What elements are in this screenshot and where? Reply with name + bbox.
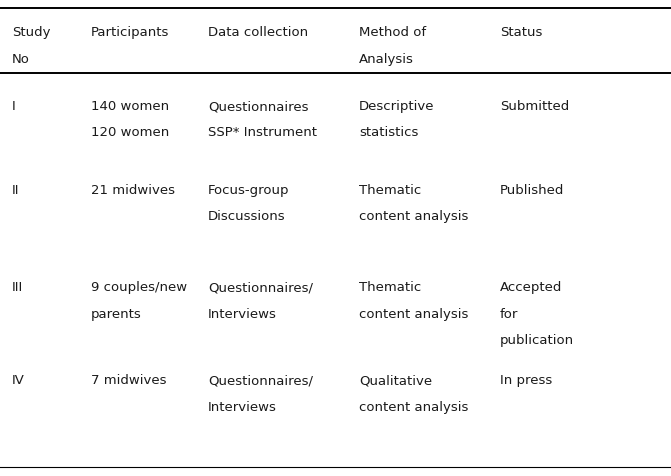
- Text: 120 women: 120 women: [91, 126, 169, 139]
- Text: II: II: [12, 183, 19, 196]
- Text: publication: publication: [500, 333, 574, 346]
- Text: Interviews: Interviews: [208, 307, 277, 320]
- Text: Descriptive: Descriptive: [359, 100, 435, 113]
- Text: 140 women: 140 women: [91, 100, 168, 113]
- Text: Study: Study: [12, 26, 50, 39]
- Text: Status: Status: [500, 26, 542, 39]
- Text: Focus-group: Focus-group: [208, 183, 289, 196]
- Text: for: for: [500, 307, 518, 320]
- Text: Method of: Method of: [359, 26, 426, 39]
- Text: Analysis: Analysis: [359, 53, 414, 66]
- Text: 21 midwives: 21 midwives: [91, 183, 174, 196]
- Text: SSP* Instrument: SSP* Instrument: [208, 126, 317, 139]
- Text: content analysis: content analysis: [359, 307, 468, 320]
- Text: Thematic: Thematic: [359, 183, 421, 196]
- Text: Accepted: Accepted: [500, 281, 562, 294]
- Text: IV: IV: [12, 374, 25, 387]
- Text: Published: Published: [500, 183, 564, 196]
- Text: Discussions: Discussions: [208, 209, 286, 222]
- Text: Submitted: Submitted: [500, 100, 569, 113]
- Text: Thematic: Thematic: [359, 281, 421, 294]
- Text: III: III: [12, 281, 23, 294]
- Text: Participants: Participants: [91, 26, 169, 39]
- Text: Qualitative: Qualitative: [359, 374, 432, 387]
- Text: Questionnaires/: Questionnaires/: [208, 374, 313, 387]
- Text: Interviews: Interviews: [208, 400, 277, 413]
- Text: No: No: [12, 53, 30, 66]
- Text: I: I: [12, 100, 16, 113]
- Text: content analysis: content analysis: [359, 209, 468, 222]
- Text: Data collection: Data collection: [208, 26, 308, 39]
- Text: parents: parents: [91, 307, 142, 320]
- Text: content analysis: content analysis: [359, 400, 468, 413]
- Text: Questionnaires: Questionnaires: [208, 100, 309, 113]
- Text: 7 midwives: 7 midwives: [91, 374, 166, 387]
- Text: 9 couples/new: 9 couples/new: [91, 281, 187, 294]
- Text: In press: In press: [500, 374, 552, 387]
- Text: statistics: statistics: [359, 126, 418, 139]
- Text: Questionnaires/: Questionnaires/: [208, 281, 313, 294]
